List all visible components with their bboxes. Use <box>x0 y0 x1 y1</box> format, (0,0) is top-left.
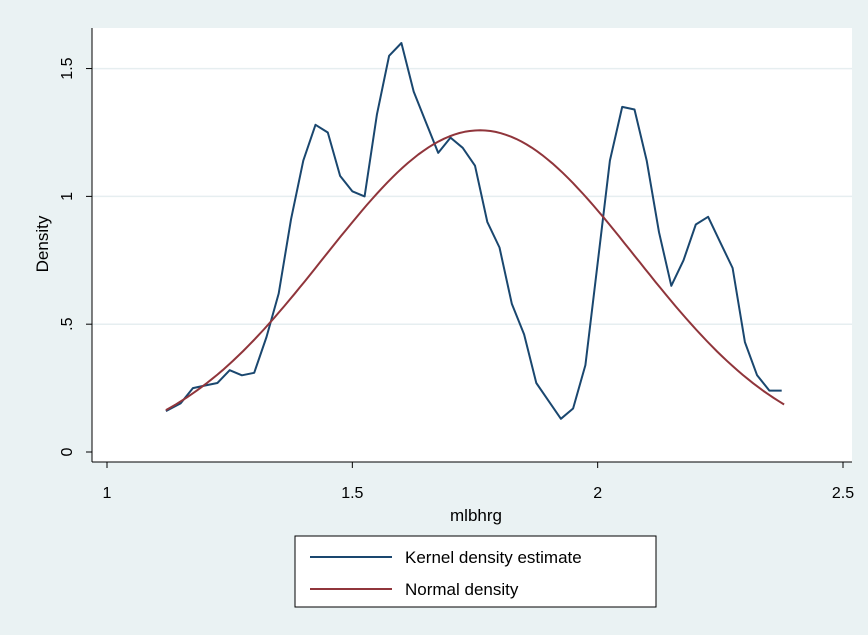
x-tick-label: 2 <box>593 485 602 502</box>
series-line-normal-density <box>165 129 785 411</box>
legend-box <box>294 535 657 608</box>
y-tick-label: 1 <box>59 192 76 201</box>
plot-area <box>92 28 852 462</box>
x-tick-label: 1 <box>103 485 112 502</box>
x-tick-label: 2.5 <box>832 485 854 502</box>
gridlines <box>92 67 852 325</box>
y-tick-label: .5 <box>59 317 76 330</box>
y-tick-label: 0 <box>59 447 76 456</box>
legend: Kernel density estimate Normal density <box>294 535 657 608</box>
series <box>165 42 785 420</box>
y-tick-label: 1.5 <box>59 57 76 79</box>
axes: 0 .5 1 1.5 1 1.5 2 2.5 <box>59 28 854 502</box>
y-axis-title: Density <box>33 215 52 272</box>
x-tick-label: 1.5 <box>341 485 363 502</box>
x-axis-title: mlbhrg <box>450 506 502 525</box>
legend-label-kernel: Kernel density estimate <box>405 548 582 567</box>
legend-label-normal: Normal density <box>405 580 519 599</box>
